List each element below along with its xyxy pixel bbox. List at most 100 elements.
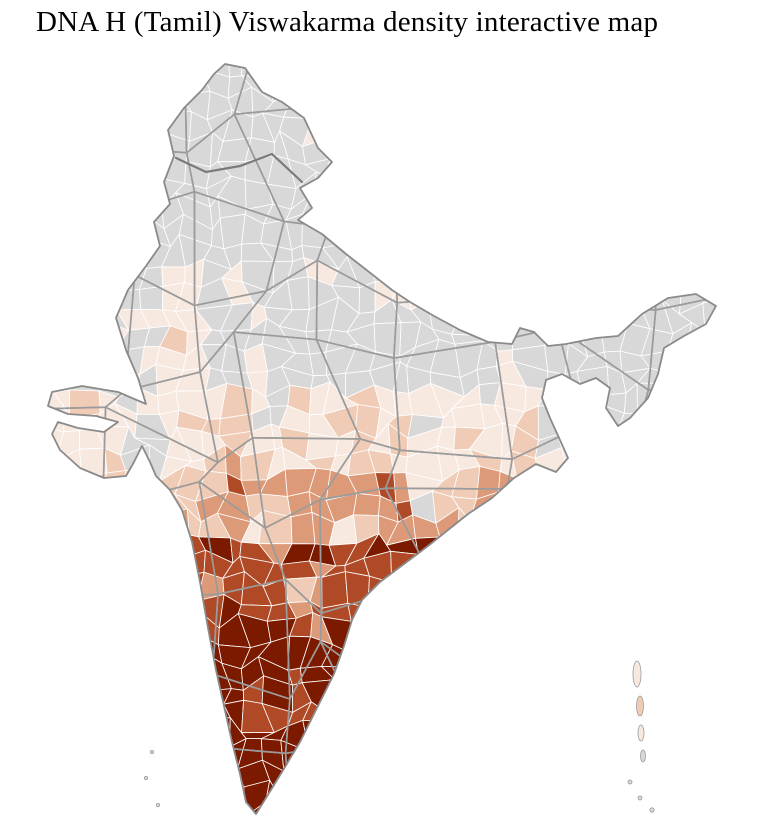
district-cell[interactable] <box>535 133 569 153</box>
district-cell[interactable] <box>344 656 369 688</box>
district-cell[interactable] <box>725 805 754 819</box>
district-cell[interactable] <box>583 739 606 770</box>
district-cell[interactable] <box>619 46 645 75</box>
district-cell[interactable] <box>713 530 738 567</box>
district-cell[interactable] <box>702 158 736 176</box>
district-cell[interactable] <box>476 90 501 118</box>
district-cell[interactable] <box>392 718 423 746</box>
district-cell[interactable] <box>580 407 607 441</box>
district-cell[interactable] <box>679 116 717 140</box>
district-cell[interactable] <box>494 748 521 773</box>
district-cell[interactable] <box>686 516 715 543</box>
district-cell[interactable] <box>44 50 53 80</box>
district-cell[interactable] <box>94 174 127 196</box>
district-cell[interactable] <box>313 763 333 796</box>
district-cell[interactable] <box>579 718 607 747</box>
district-cell[interactable] <box>429 620 455 647</box>
district-cell[interactable] <box>564 760 585 788</box>
district-cell[interactable] <box>558 117 579 133</box>
district-cell[interactable] <box>669 577 685 596</box>
district-cell[interactable] <box>388 167 420 178</box>
district-cell[interactable] <box>363 115 391 146</box>
district-cell[interactable] <box>642 449 675 477</box>
district-cell[interactable] <box>162 95 192 112</box>
district-cell[interactable] <box>657 516 692 543</box>
district-cell[interactable] <box>517 508 545 535</box>
district-cell[interactable] <box>370 235 391 262</box>
district-cell[interactable] <box>729 746 742 766</box>
district-cell[interactable] <box>575 491 605 522</box>
district-cell[interactable] <box>42 308 64 327</box>
district-cell[interactable] <box>650 739 663 763</box>
district-cell[interactable] <box>448 657 478 692</box>
district-cell[interactable] <box>344 173 377 204</box>
district-cell[interactable] <box>471 751 497 771</box>
district-cell[interactable] <box>412 236 443 272</box>
district-cell[interactable] <box>51 152 82 181</box>
district-cell[interactable] <box>499 193 521 221</box>
district-cell[interactable] <box>665 678 685 704</box>
district-cell[interactable] <box>35 110 61 137</box>
district-cell[interactable] <box>322 721 359 755</box>
district-cell[interactable] <box>727 643 753 669</box>
district-cell[interactable] <box>710 665 734 688</box>
district-cell[interactable] <box>723 280 745 314</box>
district-cell[interactable] <box>646 760 663 796</box>
district-cell[interactable] <box>391 454 408 473</box>
district-cell[interactable] <box>500 158 519 182</box>
district-cell[interactable] <box>727 722 745 752</box>
district-cell[interactable] <box>323 761 349 797</box>
district-cell[interactable] <box>577 788 598 814</box>
district-cell[interactable] <box>42 277 64 312</box>
district-cell[interactable] <box>100 213 124 237</box>
district-cell[interactable] <box>406 96 439 121</box>
district-cell[interactable] <box>499 175 519 200</box>
district-cell[interactable] <box>406 68 439 97</box>
district-cell[interactable] <box>646 676 665 705</box>
district-cell[interactable] <box>699 437 733 459</box>
district-cell[interactable] <box>124 634 149 667</box>
district-cell[interactable] <box>303 192 332 218</box>
district-cell[interactable] <box>180 720 209 753</box>
district-cell[interactable] <box>597 136 627 159</box>
district-cell[interactable] <box>436 725 463 756</box>
district-cell[interactable] <box>322 711 359 725</box>
district-cell[interactable] <box>96 131 129 166</box>
district-cell[interactable] <box>703 635 728 669</box>
district-cell[interactable] <box>369 795 398 813</box>
district-cell[interactable] <box>57 762 72 795</box>
district-cell[interactable] <box>637 531 673 556</box>
district-cell[interactable] <box>389 789 420 816</box>
district-cell[interactable] <box>137 108 162 146</box>
district-cell[interactable] <box>499 218 521 242</box>
district-cell[interactable] <box>667 593 685 623</box>
district-cell[interactable] <box>709 805 731 819</box>
district-cell[interactable] <box>661 739 685 768</box>
district-cell[interactable] <box>685 615 703 643</box>
district-cell[interactable] <box>437 550 458 580</box>
district-cell[interactable] <box>672 550 694 581</box>
district-cell[interactable] <box>638 151 670 178</box>
district-cell[interactable] <box>322 572 348 609</box>
district-cell[interactable] <box>616 434 653 455</box>
district-cell[interactable] <box>473 804 505 819</box>
district-cell[interactable] <box>617 240 653 260</box>
district-cell[interactable] <box>575 510 611 536</box>
district-cell[interactable] <box>406 198 440 222</box>
district-cell[interactable] <box>682 739 710 768</box>
district-cell[interactable] <box>448 219 477 246</box>
district-cell[interactable] <box>474 79 494 96</box>
district-cell[interactable] <box>176 657 211 693</box>
district-cell[interactable] <box>474 221 504 243</box>
district-cell[interactable] <box>323 751 348 765</box>
district-cell[interactable] <box>620 470 649 501</box>
district-cell[interactable] <box>580 529 610 565</box>
district-cell[interactable] <box>97 726 127 756</box>
district-cell[interactable] <box>365 597 393 627</box>
district-cell[interactable] <box>708 763 734 792</box>
district-cell[interactable] <box>178 710 211 731</box>
district-cell[interactable] <box>155 699 183 731</box>
district-cell[interactable] <box>49 529 85 565</box>
district-cell[interactable] <box>605 623 627 644</box>
district-cell[interactable] <box>616 634 647 666</box>
